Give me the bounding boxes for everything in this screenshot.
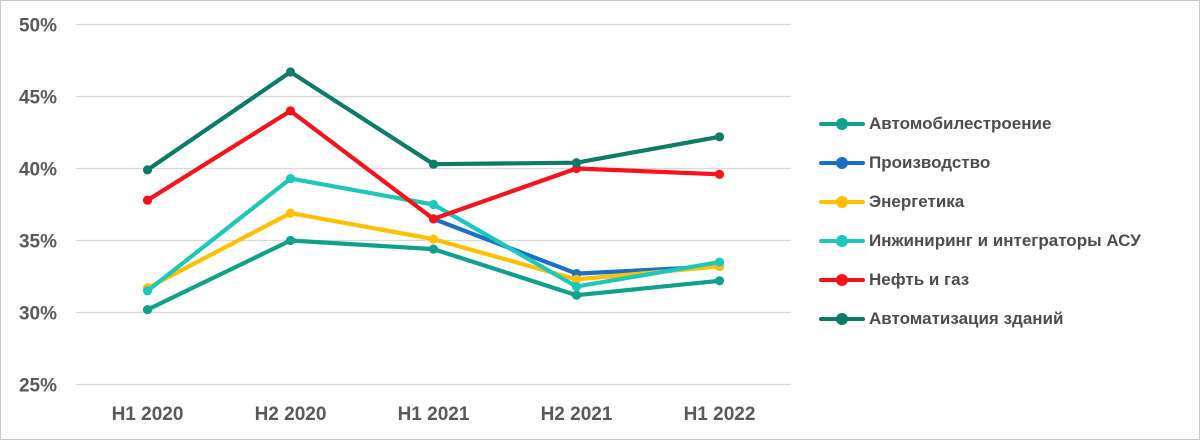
chart-legend: Автомобилестроение Производство Энергетика… [819, 104, 1141, 338]
legend-marker-dot [836, 117, 848, 130]
data-point [285, 67, 296, 77]
x-axis-tick-label: H1 2022 [684, 404, 756, 425]
data-point [714, 132, 725, 142]
data-point [285, 208, 296, 218]
y-axis-tick-label: 35% [19, 232, 57, 253]
legend-marker-dot [836, 312, 848, 325]
data-point [428, 159, 439, 169]
data-point [285, 106, 296, 116]
legend-line-dot-icon [819, 195, 865, 208]
data-point [142, 286, 153, 296]
data-point [428, 199, 439, 210]
data-point [714, 257, 725, 267]
legend-item-0: Автомобилестроение [819, 104, 1141, 143]
legend-item-4: Нефть и газ [819, 260, 1141, 299]
legend-line-dot-icon [819, 117, 865, 130]
legend-marker-dot [836, 234, 848, 247]
data-point [571, 274, 582, 284]
series-line-5 [145, 69, 722, 172]
data-point [428, 214, 439, 224]
legend-line-dot-icon [819, 312, 865, 325]
data-point [142, 305, 153, 315]
data-point [428, 234, 439, 244]
legend-line-dot-icon [819, 156, 865, 169]
x-axis-tick-label: H1 2020 [112, 404, 184, 425]
data-point [571, 290, 582, 300]
legend-label: Энергетика [869, 191, 965, 211]
x-axis-tick-label: H2 2021 [541, 404, 613, 425]
legend-label: Автоматизация зданий [869, 308, 1064, 328]
legend-item-5: Автоматизация зданий [819, 299, 1141, 338]
data-point [714, 276, 725, 286]
x-axis-tick-label: H2 2020 [255, 404, 327, 425]
data-point [285, 235, 296, 246]
legend-item-3: Инжиниринг и интеграторы АСУ [819, 221, 1141, 260]
legend-item-2: Энергетика [819, 182, 1141, 221]
legend-marker-dot [836, 156, 848, 169]
y-axis-tick-label: 50% [19, 16, 57, 37]
y-axis-tick-label: 40% [19, 160, 57, 181]
data-point [428, 244, 439, 254]
legend-line-dot-icon [819, 234, 865, 247]
legend-label: Автомобилестроение [869, 113, 1052, 133]
y-axis-tick-label: 30% [19, 304, 57, 325]
legend-item-1: Производство [819, 143, 1141, 182]
legend-label: Нефть и газ [869, 269, 970, 289]
legend-marker-dot [836, 273, 848, 286]
data-point [142, 195, 153, 205]
legend-line-dot-icon [819, 273, 865, 286]
x-axis-tick-label: H1 2021 [398, 404, 470, 425]
data-point [285, 174, 296, 184]
y-axis-tick-label: 45% [19, 88, 57, 109]
data-point [142, 165, 153, 175]
legend-label: Инжиниринг и интеграторы АСУ [869, 230, 1141, 250]
data-point [571, 282, 582, 292]
data-point [571, 158, 582, 168]
legend-marker-dot [836, 195, 848, 208]
legend-label: Производство [869, 152, 991, 172]
y-axis-tick-label: 25% [19, 376, 57, 397]
data-point [714, 169, 725, 179]
